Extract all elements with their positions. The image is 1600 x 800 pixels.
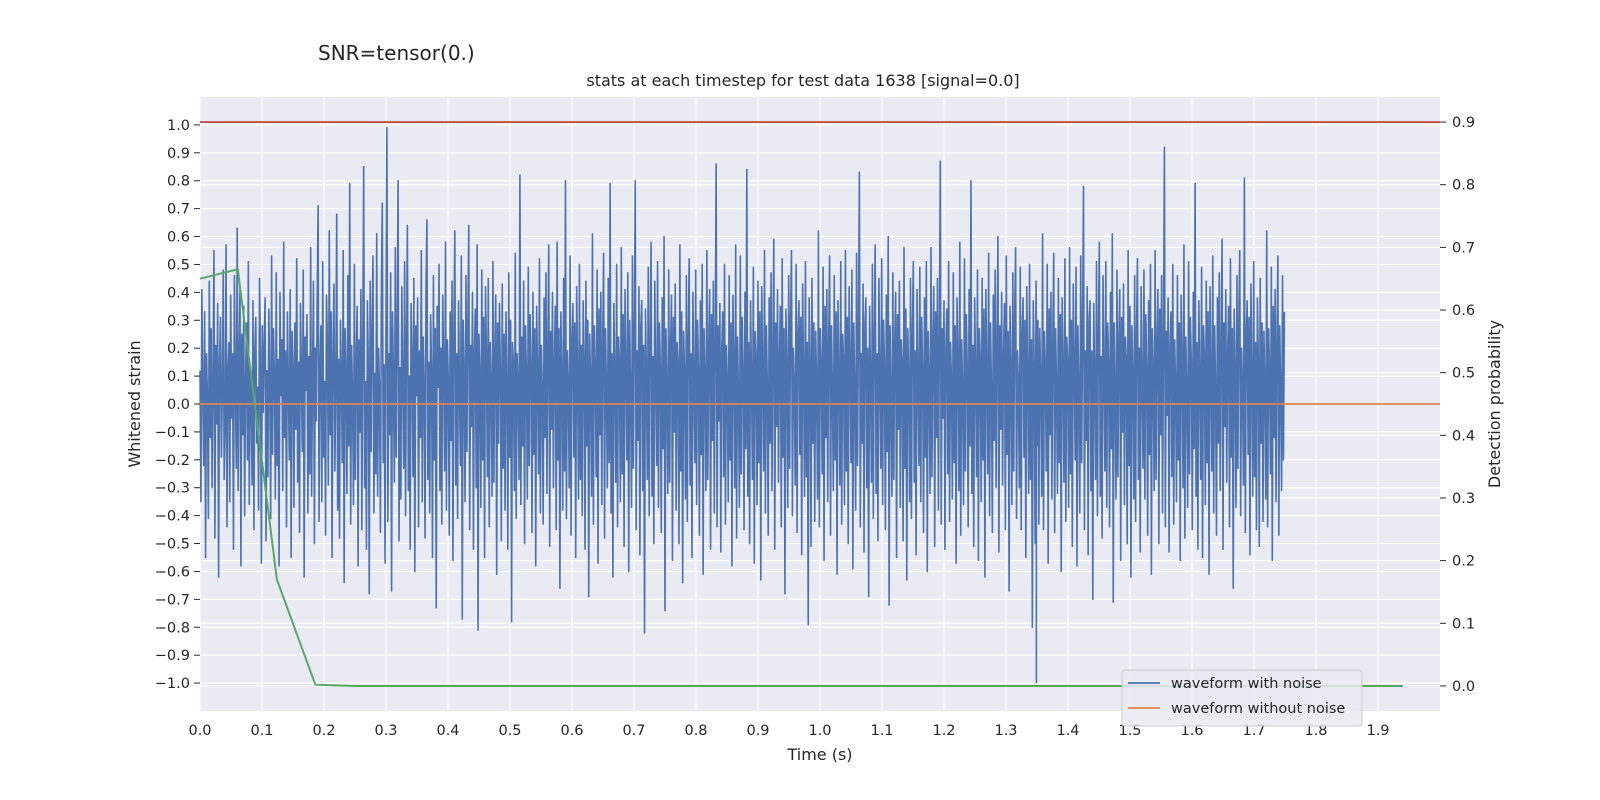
x-tick-label: 1.3 — [994, 723, 1017, 739]
x-axis-ticks: 0.0 0.1 0.2 0.3 0.4 0.5 0.6 0.7 0.8 0.9 1.0 1.1 1.2 1… — [188, 723, 1389, 739]
y-tick-label: −0.2 — [155, 453, 190, 469]
y-tick-label: 0.9 — [167, 146, 190, 162]
x-tick-label: 1.9 — [1366, 723, 1389, 739]
y-tick-label: −0.8 — [155, 620, 190, 636]
y-tick-label: −0.6 — [155, 564, 190, 580]
y2-tick-label: 0.6 — [1452, 303, 1475, 319]
x-tick-label: 1.7 — [1242, 723, 1265, 739]
series-detection-probability — [199, 268, 1403, 687]
y-tick-label: −0.5 — [155, 537, 190, 553]
x-tick-label: 0.3 — [374, 723, 397, 739]
x-tick-label: 0.2 — [312, 723, 335, 739]
x-tick-label: 0.9 — [746, 723, 769, 739]
y2-tick-label: 0.8 — [1452, 178, 1475, 194]
y2-tick-label: 0.2 — [1452, 554, 1475, 570]
y-tick-label: −0.9 — [155, 648, 190, 664]
x-tick-label: 1.2 — [932, 723, 955, 739]
y-tick-label: −1.0 — [155, 676, 190, 692]
y2-tick-label: 0.5 — [1452, 366, 1475, 382]
x-tick-label: 0.1 — [250, 723, 273, 739]
legend-box — [1121, 669, 1363, 727]
x-tick-label: 0.4 — [436, 723, 459, 739]
series-waveform-with-noise — [199, 126, 1286, 634]
x-tick-label: 0.6 — [560, 723, 583, 739]
y-tick-label: −0.4 — [155, 509, 190, 525]
y-tick-label: 1.0 — [167, 118, 190, 134]
chart-suptitle: SNR=tensor(0.) — [318, 41, 475, 65]
legend: waveform with noise waveform without noi… — [1121, 669, 1363, 727]
chart-title: stats at each timestep for test data 163… — [586, 71, 1019, 90]
y-tick-label: 0.4 — [167, 285, 190, 301]
x-axis-label: Time (s) — [786, 745, 852, 764]
y-tick-label: −0.7 — [155, 592, 190, 608]
x-tick-label: 1.4 — [1056, 723, 1079, 739]
x-tick-label: 1.0 — [808, 723, 831, 739]
y-axis-label: Whitened strain — [125, 340, 144, 467]
y-axis-ticks: 1.0 0.9 0.8 0.7 0.6 0.5 0.4 0.3 0.2 0.1 0.0 −0.1 −0.… — [155, 118, 200, 692]
x-tick-label: 1.1 — [870, 723, 893, 739]
y2-tick-label: 0.4 — [1452, 428, 1475, 444]
y2-tick-label: 0.1 — [1452, 616, 1475, 632]
series-layer — [199, 121, 1440, 687]
x-tick-label: 0.8 — [684, 723, 707, 739]
y2-tick-label: 0.7 — [1452, 240, 1475, 256]
legend-label-clean: waveform without noise — [1171, 701, 1345, 717]
y-tick-label: 0.3 — [167, 313, 190, 329]
y2-axis-label: Detection probability — [1485, 320, 1504, 488]
y-tick-label: 0.7 — [167, 202, 190, 218]
legend-label-noise: waveform with noise — [1171, 676, 1322, 692]
y-tick-label: 0.0 — [167, 397, 190, 413]
x-tick-label: 0.0 — [188, 723, 211, 739]
x-tick-label: 1.8 — [1304, 723, 1327, 739]
y2-tick-label: 0.3 — [1452, 491, 1475, 507]
x-tick-label: 0.7 — [622, 723, 645, 739]
x-tick-label: 1.6 — [1180, 723, 1203, 739]
x-tick-label: 1.5 — [1118, 723, 1141, 739]
y-tick-label: 0.6 — [167, 230, 190, 246]
y-tick-label: 0.5 — [167, 257, 190, 273]
y-tick-label: −0.1 — [155, 425, 190, 441]
y-tick-label: 0.1 — [167, 369, 190, 385]
y-tick-label: 0.2 — [167, 341, 190, 357]
y-tick-label: −0.3 — [155, 481, 190, 497]
x-tick-label: 0.5 — [498, 723, 521, 739]
y-tick-label: 0.8 — [167, 174, 190, 190]
y2-tick-label: 0.9 — [1452, 115, 1475, 131]
y2-axis-ticks: 0.9 0.8 0.7 0.6 0.5 0.4 0.3 0.2 0.1 0.0 — [1440, 115, 1475, 695]
y2-tick-label: 0.0 — [1452, 679, 1475, 695]
